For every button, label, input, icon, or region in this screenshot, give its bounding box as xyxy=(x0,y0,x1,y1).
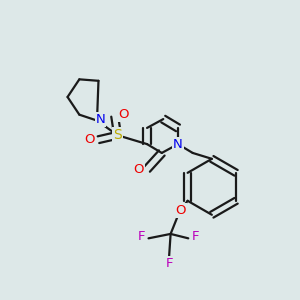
Text: O: O xyxy=(134,163,144,176)
Text: F: F xyxy=(192,230,200,243)
Text: O: O xyxy=(84,133,95,146)
Text: F: F xyxy=(137,230,145,243)
Text: N: N xyxy=(96,113,105,126)
Text: S: S xyxy=(113,128,122,142)
Text: O: O xyxy=(118,108,129,121)
Text: N: N xyxy=(173,138,183,151)
Text: O: O xyxy=(176,204,186,217)
Text: F: F xyxy=(165,257,173,270)
